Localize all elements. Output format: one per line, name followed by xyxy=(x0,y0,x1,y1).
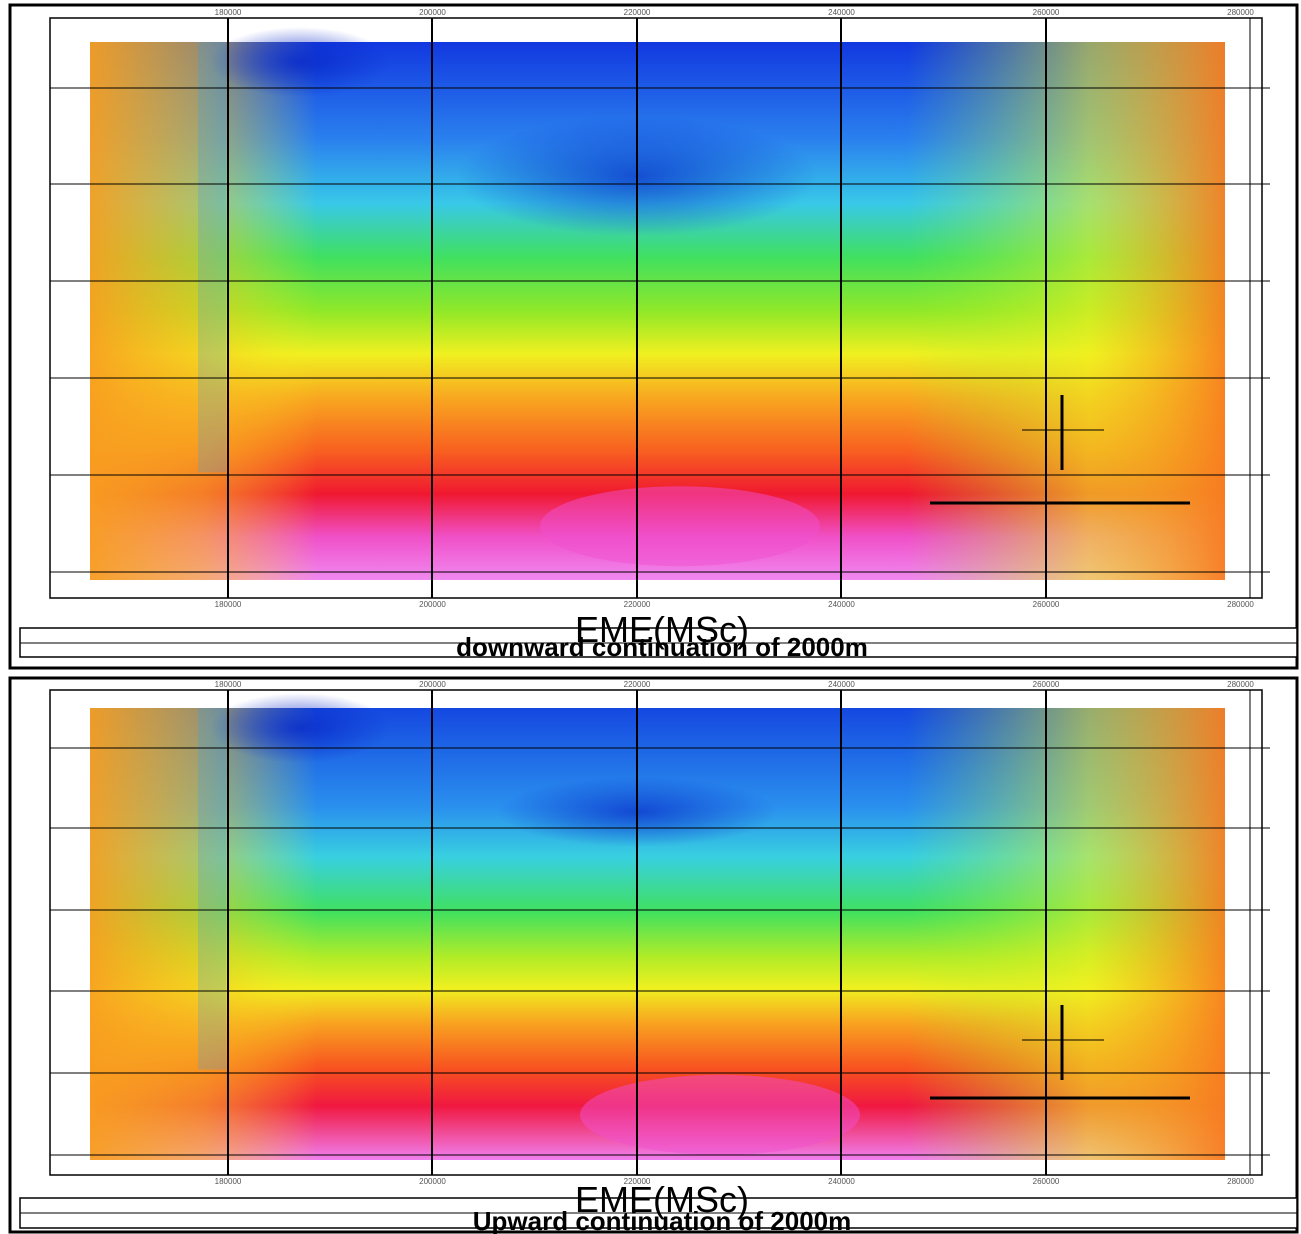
anomaly-strip xyxy=(198,708,226,1070)
anomaly-low xyxy=(210,693,390,763)
x-tick-label: 220000 xyxy=(624,8,651,17)
x-tick-label: 180000 xyxy=(215,680,242,689)
x-tick-label: 240000 xyxy=(828,1177,855,1186)
x-tick-label: 240000 xyxy=(828,680,855,689)
map-subtitle: downward continuation of 2000m xyxy=(456,632,868,662)
x-tick-label: 180000 xyxy=(215,600,242,609)
x-tick-label: 200000 xyxy=(419,8,446,17)
x-tick-label: 200000 xyxy=(419,600,446,609)
page: 180000 180000 200000 200000 220000 220000 2400… xyxy=(0,0,1301,1234)
x-tick-label: 260000 xyxy=(1033,1177,1060,1186)
x-tick-label: 280000 xyxy=(1227,1177,1254,1186)
x-tick-label: 280000 xyxy=(1227,680,1254,689)
x-tick-label: 240000 xyxy=(828,8,855,17)
anomaly-high xyxy=(540,486,820,566)
x-tick-label: 280000 xyxy=(1227,8,1254,17)
x-tick-label: 280000 xyxy=(1227,600,1254,609)
x-tick-label: 260000 xyxy=(1033,8,1060,17)
x-tick-label: 200000 xyxy=(419,1177,446,1186)
map-subtitle: Upward continuation of 2000m xyxy=(473,1206,852,1234)
x-tick-label: 260000 xyxy=(1033,600,1060,609)
x-tick-label: 180000 xyxy=(215,1177,242,1186)
x-tick-label: 220000 xyxy=(624,600,651,609)
x-tick-label: 200000 xyxy=(419,680,446,689)
anomaly-low xyxy=(210,27,390,97)
x-tick-label: 240000 xyxy=(828,600,855,609)
x-tick-label: 260000 xyxy=(1033,680,1060,689)
x-tick-label: 180000 xyxy=(215,8,242,17)
x-tick-label: 220000 xyxy=(624,680,651,689)
anomaly-high xyxy=(580,1075,860,1155)
anomaly-strip xyxy=(198,42,226,472)
